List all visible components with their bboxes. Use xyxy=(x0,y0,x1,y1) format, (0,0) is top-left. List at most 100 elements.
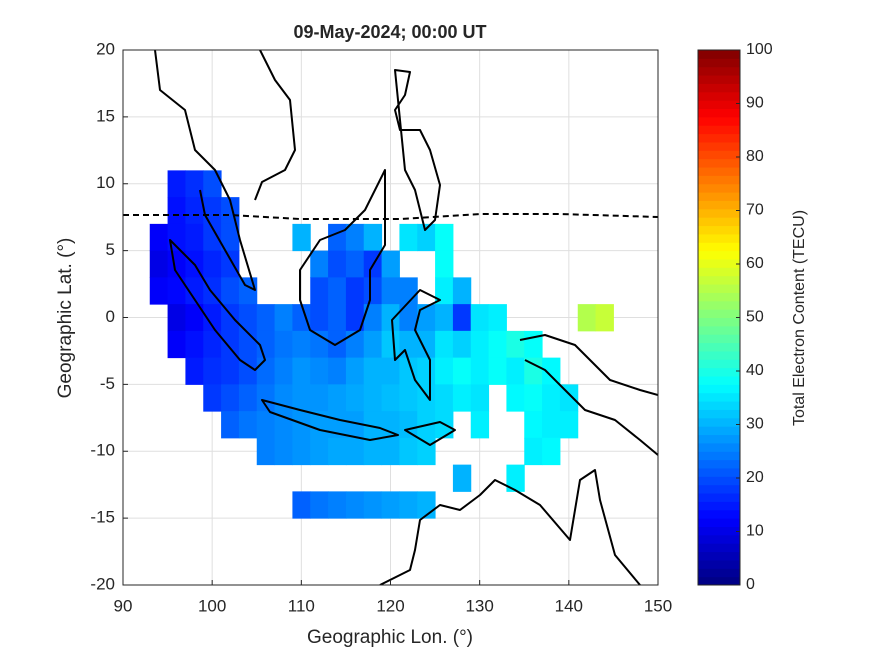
tec-cell xyxy=(363,277,383,305)
x-tick-label: 90 xyxy=(114,596,133,615)
tec-cell xyxy=(345,223,365,252)
tec-cell xyxy=(488,357,507,385)
colorbar-swatch xyxy=(698,543,740,553)
colorbar-swatch xyxy=(698,242,740,252)
colorbar-swatch xyxy=(698,200,740,210)
tec-cell xyxy=(363,223,383,252)
y-tick-label: 15 xyxy=(96,106,115,125)
tec-cell xyxy=(292,330,311,359)
ticks: 90 100 110 120 130 140 150 -20 -15 -10 -5 0 5 10 15 20 xyxy=(90,39,672,615)
tec-cell xyxy=(417,223,436,252)
coastline xyxy=(391,289,441,401)
tec-cell xyxy=(221,411,240,439)
tec-cell xyxy=(185,277,204,305)
tec-cell xyxy=(203,170,222,198)
colorbar-swatch xyxy=(698,116,740,126)
tec-cell xyxy=(238,384,258,412)
tec-cell xyxy=(345,304,365,332)
tec-cell xyxy=(345,491,365,519)
tec-cell xyxy=(256,384,276,412)
colorbar-swatch xyxy=(698,417,740,427)
tec-cell xyxy=(328,250,347,278)
colorbar-swatch xyxy=(698,275,740,285)
colorbar-swatch xyxy=(698,167,740,176)
tec-cell xyxy=(185,223,204,252)
tec-cell xyxy=(292,437,311,466)
tec-cell xyxy=(381,411,400,439)
tec-cell xyxy=(381,384,400,412)
tec-cell xyxy=(167,277,186,305)
colorbar-swatch xyxy=(698,133,740,143)
coastlines xyxy=(123,50,658,585)
colorbar-swatch xyxy=(698,75,740,84)
colorbar-swatch xyxy=(698,250,740,260)
tec-cell xyxy=(381,277,400,305)
colorbar-swatch xyxy=(698,50,740,59)
tec-cell xyxy=(292,304,311,332)
tec-cell xyxy=(256,411,276,439)
tec-cell xyxy=(435,357,454,385)
tec-cell xyxy=(167,223,186,252)
x-tick-label: 140 xyxy=(555,596,583,615)
tec-cell xyxy=(381,357,400,385)
tec-cell xyxy=(185,357,204,385)
colorbar-swatch xyxy=(698,442,740,452)
colorbar-swatch xyxy=(698,233,740,243)
colorbar-swatch xyxy=(698,384,740,394)
coastline xyxy=(379,469,641,585)
x-tick-label: 150 xyxy=(644,596,672,615)
tec-cell xyxy=(221,223,240,252)
colorbar-swatch xyxy=(698,108,740,118)
colorbar-swatch xyxy=(698,267,740,277)
tec-cell xyxy=(238,357,258,385)
x-tick-label: 120 xyxy=(376,596,404,615)
colorbar-swatch xyxy=(698,392,740,402)
colorbar-swatch xyxy=(698,292,740,302)
tec-cell xyxy=(381,330,400,359)
tec-cell xyxy=(292,411,311,439)
colorbar-swatch xyxy=(698,518,740,527)
tec-cell xyxy=(399,491,418,519)
colorbar-swatch xyxy=(698,150,740,160)
tec-cell xyxy=(399,277,418,305)
tec-cell xyxy=(363,304,383,332)
tec-cell xyxy=(399,223,418,252)
colorbar-swatch xyxy=(698,526,740,536)
tec-cell xyxy=(470,411,490,439)
tec-cell xyxy=(167,197,186,225)
tec-cell xyxy=(274,357,293,385)
tec-cell xyxy=(381,437,400,466)
tec-cell xyxy=(185,197,204,225)
tec-cell xyxy=(221,304,240,332)
tec-cell xyxy=(345,277,365,305)
tec-cell xyxy=(328,304,347,332)
tec-cell xyxy=(221,384,240,412)
tec-cell xyxy=(292,384,311,412)
tec-cell xyxy=(363,330,383,359)
tec-cell xyxy=(345,357,365,385)
tec-cells xyxy=(149,170,614,519)
colorbar-swatch xyxy=(698,325,740,335)
y-tick-label: -20 xyxy=(90,574,115,593)
tec-cell xyxy=(399,411,418,439)
tec-cell xyxy=(399,437,418,466)
tec-cell xyxy=(542,411,561,439)
colorbar-swatch xyxy=(698,501,740,511)
tec-cell xyxy=(221,250,240,278)
colorbar-swatch xyxy=(698,317,740,327)
colorbar-swatch xyxy=(698,225,740,235)
y-tick-label: -5 xyxy=(100,374,115,393)
tec-cell xyxy=(167,170,186,198)
tec-cell xyxy=(203,330,222,359)
tec-cell xyxy=(292,357,311,385)
tec-cell xyxy=(506,357,525,385)
tec-cell xyxy=(524,411,543,439)
colorbar-swatch xyxy=(698,376,740,385)
colorbar-swatch xyxy=(698,551,740,561)
tec-cell xyxy=(452,357,472,385)
coastline xyxy=(394,69,441,231)
colorbar-tick-label: 40 xyxy=(746,362,764,379)
x-tick-label: 100 xyxy=(198,596,226,615)
y-tick-label: 20 xyxy=(96,39,115,58)
y-axis-label: Geographic Lat. (°) xyxy=(55,238,76,399)
